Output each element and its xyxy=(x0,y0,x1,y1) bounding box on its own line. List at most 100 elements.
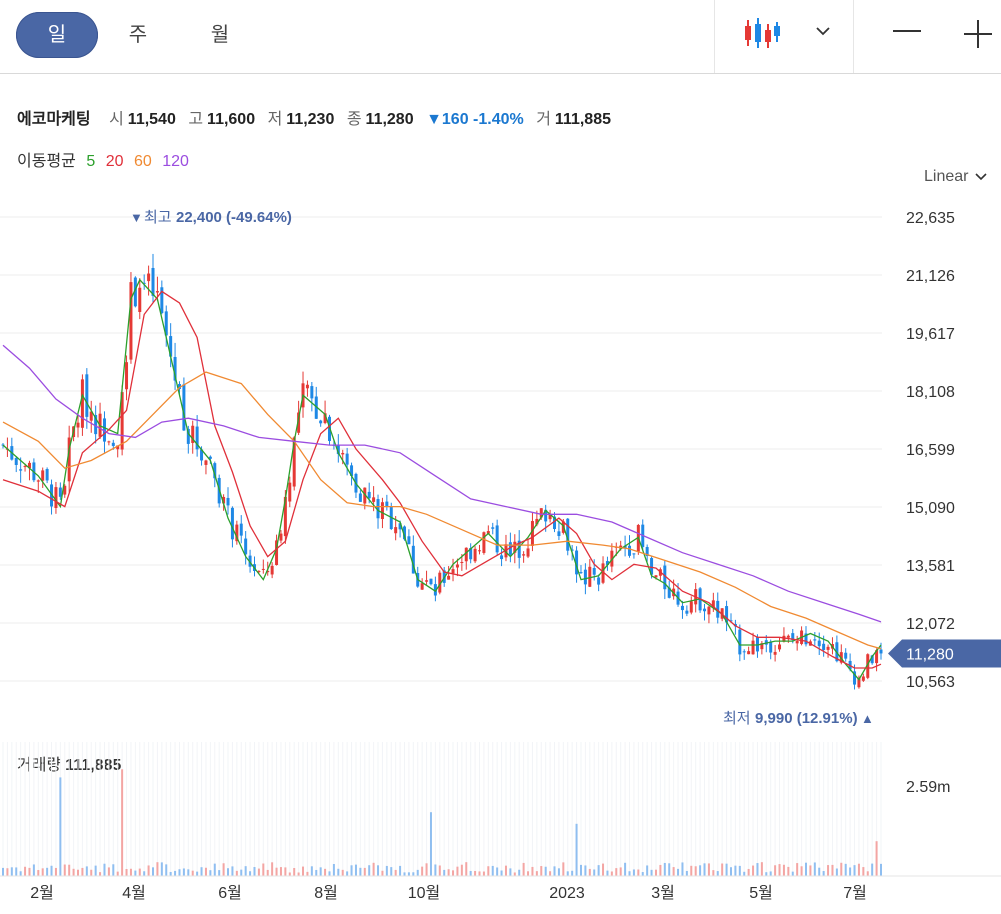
volume-bar xyxy=(672,867,675,876)
candle-body xyxy=(605,561,609,565)
volume-bar xyxy=(637,869,640,876)
volume-bar xyxy=(244,866,247,876)
volume-bar xyxy=(182,868,185,876)
volume-bar xyxy=(579,864,582,876)
plus-icon[interactable] xyxy=(964,20,992,48)
volume-bar xyxy=(756,863,759,876)
candle-body xyxy=(283,496,287,537)
ma-120-label[interactable]: 120 xyxy=(162,153,189,170)
volume-axis-label: 2.59m xyxy=(906,779,950,796)
volume-bar xyxy=(363,867,366,876)
volume-bar xyxy=(41,868,44,876)
candle-body xyxy=(116,445,120,450)
volume-bar xyxy=(372,862,375,876)
low-label: 저 xyxy=(267,111,283,128)
volume-bar xyxy=(562,862,565,876)
chevron-down-icon[interactable] xyxy=(814,22,832,40)
volume-bar xyxy=(429,812,432,876)
candle-body xyxy=(795,641,799,644)
scale-mode-select[interactable]: Linear xyxy=(924,168,988,186)
volume-bar xyxy=(725,863,728,876)
volume-bar xyxy=(747,868,750,876)
volume-bar xyxy=(112,864,115,876)
volume-bar xyxy=(63,864,66,876)
volume-bar xyxy=(443,869,446,876)
volume-bar xyxy=(421,866,424,876)
high-marker-value: 22,400 (-49.64%) xyxy=(176,209,292,226)
candlestick-icon[interactable] xyxy=(742,18,782,50)
close-value: 11,280 xyxy=(365,111,414,128)
price-tick-label: 16,599 xyxy=(906,442,955,459)
volume-bar xyxy=(271,862,274,876)
volume-bar xyxy=(319,867,322,876)
volume-bar xyxy=(359,867,362,876)
ma-20-label[interactable]: 20 xyxy=(105,153,124,170)
candle-body xyxy=(288,482,292,502)
candle-body xyxy=(160,287,164,314)
price-tick-label: 12,072 xyxy=(906,616,955,633)
candle-body xyxy=(142,282,146,284)
candle-body xyxy=(111,442,115,446)
volume-bar xyxy=(54,867,57,876)
candle-body xyxy=(129,282,133,360)
volume-bar xyxy=(668,863,671,876)
candle-body xyxy=(173,356,177,381)
volume-bar xyxy=(597,865,600,876)
volume-bar xyxy=(354,864,357,876)
volume-bar xyxy=(734,865,737,876)
candle-body xyxy=(230,507,234,540)
date-tick-label: 2023 xyxy=(549,885,585,902)
period-tab-day[interactable]: 일 xyxy=(16,12,98,58)
volume-bar xyxy=(368,865,371,876)
candle-body xyxy=(597,577,601,585)
candle-body xyxy=(861,676,865,681)
candle-body xyxy=(464,547,468,562)
candle-body xyxy=(45,469,49,481)
low-marker-arrow: ▲ xyxy=(861,711,874,726)
volume-bar xyxy=(822,871,825,876)
volume-bar xyxy=(297,872,300,876)
candle-body xyxy=(654,575,658,578)
candle-body xyxy=(275,540,279,565)
volume-bar xyxy=(412,872,415,876)
candle-body xyxy=(376,499,380,519)
candle-body xyxy=(663,565,667,590)
candle-body xyxy=(517,540,521,558)
candle-body xyxy=(266,570,270,573)
minus-icon[interactable] xyxy=(893,30,921,32)
ma-60-label[interactable]: 60 xyxy=(133,153,152,170)
price-tick-label: 21,126 xyxy=(906,268,955,285)
volume-bar xyxy=(293,868,296,876)
volume-bar xyxy=(875,841,878,876)
volume-bar xyxy=(249,871,252,876)
volume-bar xyxy=(606,870,609,876)
volume-bar xyxy=(628,871,631,876)
date-tick-label: 8월 xyxy=(314,884,338,902)
volume-bar xyxy=(813,862,816,876)
period-tab-week[interactable]: 주 xyxy=(128,24,148,46)
candle-body xyxy=(667,587,671,598)
candle-body xyxy=(857,677,861,688)
volume-bar xyxy=(169,871,172,876)
candle-body xyxy=(447,575,451,580)
candle-body xyxy=(226,497,230,506)
candle-body xyxy=(372,497,376,502)
volume-bar xyxy=(191,870,194,876)
candle-body xyxy=(186,428,190,444)
candle-body xyxy=(570,549,574,551)
volume-bar xyxy=(231,866,234,876)
high-label: 고 xyxy=(188,111,204,128)
candle-body xyxy=(191,425,195,443)
candle-body xyxy=(879,649,883,654)
volume-bar xyxy=(729,867,732,876)
price-axis: 22,635 21,126 19,617 18,108 16,599 15,090 13,5… xyxy=(906,210,955,691)
date-tick-label: 2월 xyxy=(30,884,54,902)
volume-bar xyxy=(641,872,644,876)
volume-bar xyxy=(716,871,719,876)
candle-body xyxy=(151,267,155,296)
candle-body xyxy=(350,465,354,476)
candle-body xyxy=(478,550,482,552)
ma-5-label[interactable]: 5 xyxy=(86,153,96,170)
period-tab-month[interactable]: 월 xyxy=(210,24,230,46)
